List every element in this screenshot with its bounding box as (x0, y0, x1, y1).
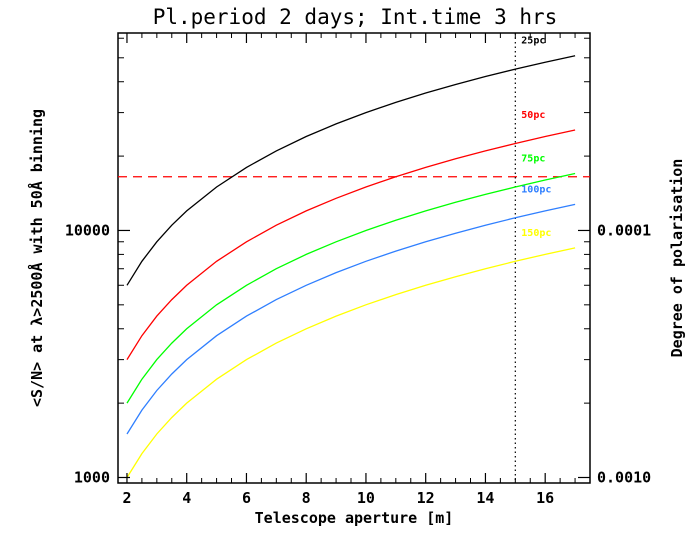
series-line-100pc (126, 203, 576, 435)
x-tick-label: 14 (476, 489, 494, 507)
reference-lines (118, 33, 590, 483)
y-axis-label: <S/N> at λ>2500Å with 50Å binning (27, 109, 46, 407)
series-line-75pc (126, 172, 576, 404)
chart-title: Pl.period 2 days; Int.time 3 hrs (153, 5, 558, 29)
series-line-150pc (126, 247, 576, 478)
x-tick-label: 2 (122, 489, 131, 507)
series-group: 25pc 50pc 75pc 100pc 150pc (126, 36, 576, 478)
series-line-25pc (126, 55, 576, 286)
y2-axis-label: Degree of polarisation (668, 159, 686, 358)
x-tick-label: 4 (182, 489, 191, 507)
x-tick-label: 10 (357, 489, 375, 507)
series-label-50pc: 50pc (521, 110, 545, 121)
y-tick-label: 10000 (65, 221, 110, 239)
series-label-150pc: 150pc (521, 228, 551, 239)
y2-tick-label: 0.0001 (597, 221, 651, 239)
x-tick-label: 16 (536, 489, 554, 507)
axes-group: 2 4 6 8 10 12 14 16 1000 0.0010 10000 0.0001 (65, 33, 651, 507)
x-tick-label: 12 (417, 489, 435, 507)
x-tick-label: 8 (302, 489, 311, 507)
series-line-50pc (126, 129, 576, 360)
series-label-25pc: 25pc (521, 36, 545, 47)
x-axis-label: Telescope aperture [m] (255, 509, 454, 527)
series-label-75pc: 75pc (521, 154, 545, 165)
plot-frame (117, 32, 591, 484)
series-label-100pc: 100pc (521, 184, 551, 195)
y-tick-label: 1000 (74, 468, 110, 486)
y2-tick-label: 0.0010 (597, 468, 651, 486)
x-tick-label: 6 (242, 489, 251, 507)
